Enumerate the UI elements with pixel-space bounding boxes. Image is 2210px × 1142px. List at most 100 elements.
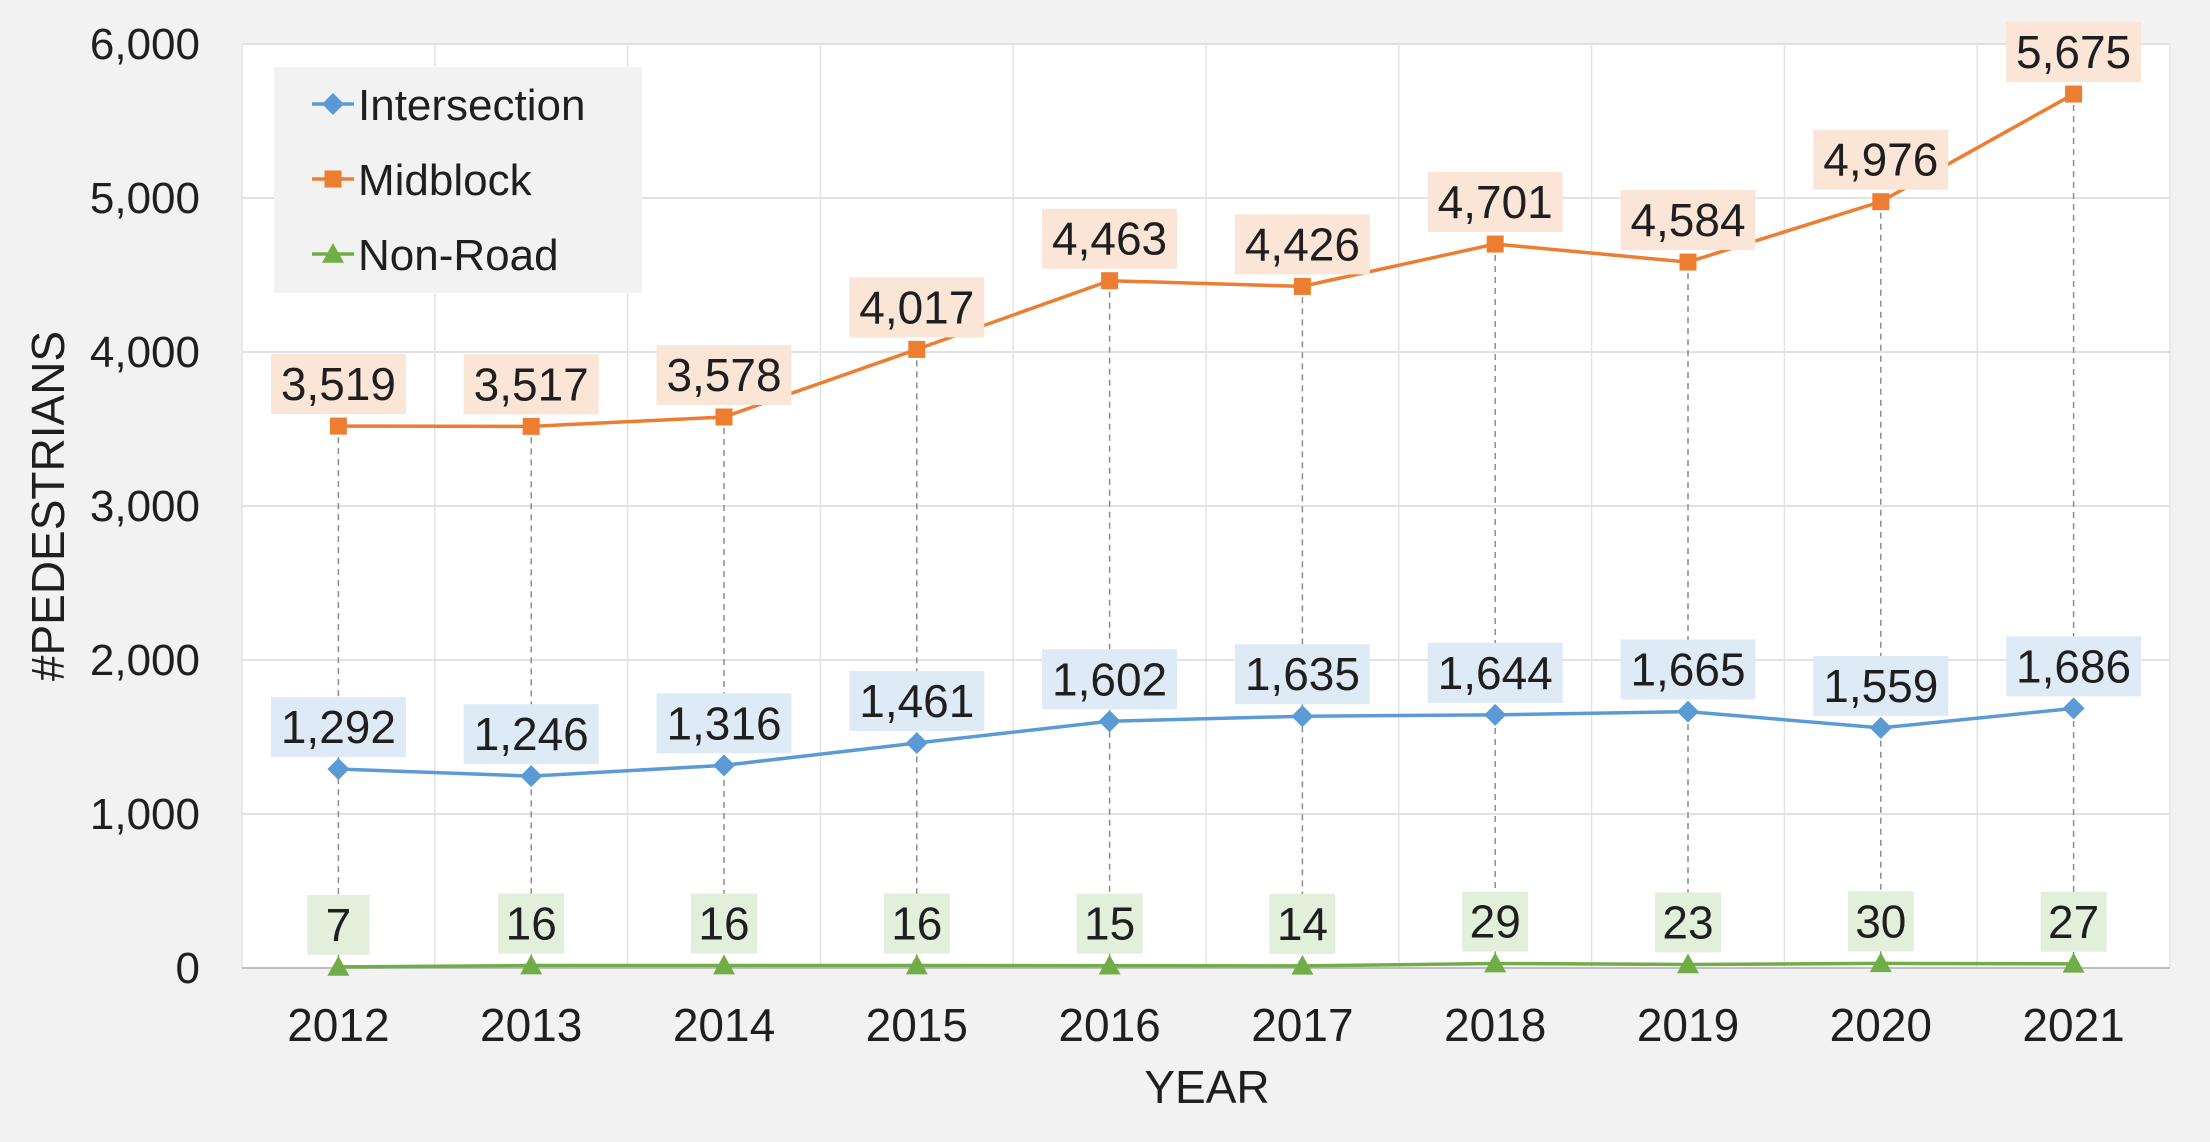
data-label-bg-intersection: [1813, 655, 1949, 716]
legend-marker-non-road: [322, 243, 344, 263]
marker-midblock: [1679, 253, 1697, 271]
marker-non-road: [1484, 952, 1507, 973]
data-label-bg-intersection: [656, 693, 792, 754]
marker-intersection: [327, 758, 350, 781]
y-tick-label: 0: [176, 944, 200, 993]
data-label-non-road: 7: [326, 899, 352, 951]
marker-intersection: [1098, 710, 1121, 733]
series-markers: [327, 85, 2085, 976]
data-label-midblock: 4,426: [1245, 218, 1360, 270]
marker-intersection: [1484, 703, 1507, 726]
x-tick-label: 2020: [1830, 999, 1932, 1051]
marker-intersection: [905, 732, 928, 755]
data-label-midblock: 4,976: [1823, 134, 1938, 186]
marker-non-road: [1869, 952, 1892, 973]
x-tick-label: 2016: [1058, 999, 1160, 1051]
marker-non-road: [1291, 954, 1314, 975]
data-label-intersection: 1,461: [859, 675, 974, 727]
data-label-bg-midblock: [1234, 214, 1370, 275]
data-label-midblock: 4,584: [1630, 194, 1745, 246]
data-label-non-road: 29: [1470, 896, 1521, 948]
data-label-bg-intersection: [270, 697, 406, 758]
data-label-non-road: 14: [1277, 898, 1328, 950]
data-label-midblock: 3,517: [474, 358, 589, 410]
legend-marker-intersection: [322, 93, 344, 115]
y-tick-label: 6,000: [90, 20, 200, 69]
data-label-midblock: 4,701: [1438, 176, 1553, 228]
marker-non-road: [713, 954, 735, 975]
series-line-midblock: [338, 92, 2075, 429]
marker-intersection: [1869, 716, 1892, 739]
data-label-non-road: 16: [698, 898, 749, 950]
data-label-bg-intersection: [463, 704, 599, 765]
data-label-bg-intersection: [1234, 644, 1370, 705]
marker-midblock: [908, 340, 926, 358]
data-label-non-road: 23: [1662, 896, 1713, 948]
legend-marker-midblock: [324, 170, 342, 188]
marker-non-road: [1677, 953, 1699, 974]
marker-intersection: [1677, 700, 1699, 723]
series-line-intersection: [338, 706, 2074, 778]
data-label-bg-midblock: [1042, 208, 1178, 269]
data-label-bg-non-road: [883, 893, 950, 954]
data-label-bg-midblock: [849, 277, 985, 338]
data-label-intersection: 1,602: [1052, 653, 1167, 705]
data-label-bg-midblock: [463, 354, 599, 415]
data-label-bg-midblock: [270, 354, 406, 415]
marker-non-road: [327, 955, 350, 976]
data-label-bg-non-road: [1655, 892, 1721, 953]
marker-midblock: [1872, 193, 1890, 211]
data-label-bg-non-road: [1076, 893, 1143, 954]
data-label-midblock: 5,675: [2016, 26, 2131, 78]
data-label-midblock: 4,017: [859, 281, 974, 333]
marker-intersection: [520, 765, 543, 788]
legend: Intersection Midblock Non-Road: [274, 67, 642, 293]
data-label-bg-non-road: [691, 893, 757, 954]
marker-non-road: [1098, 954, 1121, 975]
data-label-bg-midblock: [1620, 190, 1756, 251]
marker-midblock: [522, 417, 540, 435]
data-label-non-road: 27: [2048, 896, 2099, 948]
y-tick-label: 3,000: [90, 482, 200, 531]
data-label-bg-midblock: [656, 344, 792, 405]
x-axis-title: YEAR: [1144, 1061, 1269, 1113]
series-line-non-road: [338, 961, 2074, 969]
series-lines: [338, 92, 2075, 969]
x-tick-label: 2019: [1637, 999, 1739, 1051]
data-label-midblock: 4,463: [1052, 213, 1167, 265]
x-tick-label: 2018: [1444, 999, 1546, 1051]
data-label-non-road: 16: [506, 898, 557, 950]
marker-intersection: [2062, 697, 2085, 720]
y-axis-title: #PEDESTRIANS: [22, 331, 74, 681]
y-tick-label: 4,000: [90, 328, 200, 377]
data-label-bg-intersection: [2006, 636, 2142, 697]
marker-non-road: [2062, 952, 2085, 973]
x-tick-label: 2017: [1251, 999, 1353, 1051]
data-label-midblock: 3,519: [281, 358, 396, 410]
data-labels: 1,292 1,246 1,316 1,461 1,602 1,635 1,644 1,665…: [270, 22, 2142, 955]
marker-midblock: [1486, 235, 1504, 253]
drop-lines: [337, 94, 2075, 968]
legend-label-midblock: Midblock: [358, 156, 533, 205]
data-label-bg-non-road: [498, 893, 565, 954]
marker-midblock: [2065, 85, 2083, 103]
data-label-bg-non-road: [1847, 891, 1914, 952]
data-label-bg-intersection: [849, 671, 985, 732]
data-label-bg-non-road: [307, 894, 370, 955]
y-tick-label: 2,000: [90, 636, 200, 685]
x-axis-tick-labels: 2012 2013 2014 2015 2016 2017 2018 2019 2020 2021: [287, 999, 2125, 1051]
marker-midblock: [1101, 272, 1119, 290]
marker-intersection: [1291, 705, 1314, 728]
data-label-bg-non-road: [1269, 893, 1336, 954]
x-tick-label: 2021: [2022, 999, 2124, 1051]
data-label-intersection: 1,665: [1630, 644, 1745, 696]
marker-midblock: [715, 408, 733, 426]
data-label-intersection: 1,316: [666, 697, 781, 749]
data-label-intersection: 1,635: [1245, 648, 1360, 700]
legend-label-non-road: Non-Road: [358, 231, 559, 280]
data-label-intersection: 1,686: [2016, 640, 2131, 692]
y-tick-label: 5,000: [90, 174, 200, 223]
data-label-intersection: 1,246: [474, 708, 589, 760]
